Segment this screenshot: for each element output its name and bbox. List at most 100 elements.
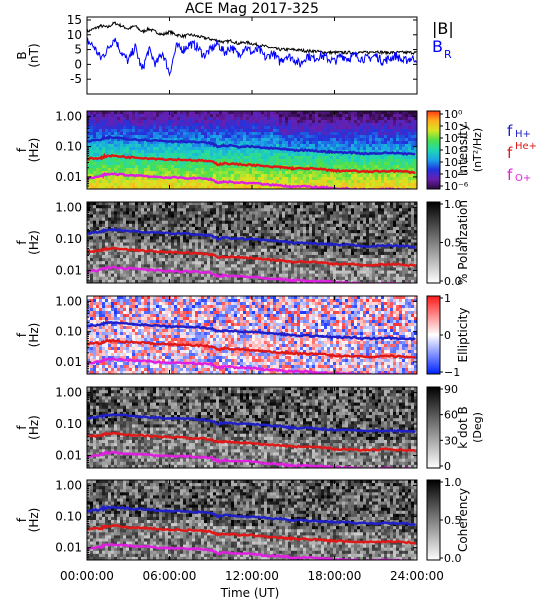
- heatmap-cell: [123, 261, 127, 265]
- heatmap-cell: [279, 144, 283, 148]
- heatmap-cell: [111, 248, 115, 253]
- heatmap-cell: [228, 267, 232, 271]
- heatmap-cell: [150, 220, 154, 225]
- heatmap-cell: [120, 223, 124, 228]
- heatmap-cell: [105, 153, 109, 157]
- heatmap-cell: [180, 156, 184, 160]
- heatmap-cell: [378, 126, 382, 130]
- heatmap-cell: [345, 126, 349, 130]
- heatmap-cell: [261, 205, 265, 209]
- heatmap-cell: [258, 180, 262, 184]
- heatmap-cell: [243, 141, 247, 145]
- heatmap-cell: [171, 264, 175, 268]
- heatmap-cell: [315, 251, 319, 256]
- heatmap-cell: [90, 174, 94, 178]
- heatmap-cell: [318, 132, 322, 136]
- heatmap-cell: [279, 171, 283, 175]
- heatmap-cell: [102, 171, 106, 175]
- heatmap-cell: [285, 144, 289, 148]
- heatmap-cell: [114, 273, 118, 278]
- heatmap-cell: [375, 186, 379, 189]
- heatmap-cell: [90, 162, 94, 166]
- heatmap-cell: [105, 236, 109, 240]
- heatmap-cell: [135, 147, 139, 151]
- heatmap-cell: [261, 162, 265, 166]
- heatmap-cell: [198, 171, 202, 175]
- heatmap-cell: [303, 150, 307, 154]
- heatmap-cell: [369, 174, 373, 178]
- heatmap-cell: [147, 217, 151, 222]
- heatmap-cell: [234, 120, 238, 124]
- heatmap-cell: [189, 276, 193, 281]
- heatmap-cell: [234, 217, 238, 222]
- heatmap-cell: [159, 205, 163, 209]
- heatmap-cell: [336, 174, 340, 178]
- heatmap-cell: [216, 248, 220, 253]
- heatmap-cell: [291, 251, 295, 256]
- heatmap-cell: [273, 202, 277, 206]
- heatmap-cell: [93, 165, 97, 169]
- heatmap-cell: [186, 267, 190, 271]
- heatmap-cell: [324, 144, 328, 148]
- heatmap-cell: [219, 114, 223, 118]
- heatmap-cell: [192, 258, 196, 262]
- heatmap-cell: [213, 202, 217, 206]
- heatmap-cell: [249, 273, 253, 278]
- heatmap-cell: [339, 117, 343, 121]
- heatmap-cell: [231, 230, 235, 234]
- heatmap-cell: [381, 138, 385, 142]
- heatmap-cell: [162, 248, 166, 253]
- heatmap-cell: [120, 254, 124, 259]
- heatmap-cell: [165, 174, 169, 178]
- heatmap-cell: [177, 168, 181, 172]
- heatmap-cell: [291, 267, 295, 271]
- heatmap-cell: [327, 171, 331, 175]
- heatmap-cell: [273, 220, 277, 225]
- heatmap-cell: [270, 135, 274, 139]
- heatmap-cell: [414, 144, 417, 148]
- heatmap-cell: [327, 156, 331, 160]
- heatmap-cell: [375, 141, 379, 145]
- heatmap-cell: [108, 239, 112, 243]
- heatmap-cell: [135, 153, 139, 157]
- heatmap-cell: [150, 162, 154, 166]
- heatmap-cell: [414, 141, 417, 145]
- heatmap-cell: [120, 180, 124, 184]
- heatmap-cell: [195, 150, 199, 154]
- heatmap-cell: [234, 242, 238, 247]
- heatmap-cell: [234, 141, 238, 145]
- heatmap-cell: [288, 180, 292, 184]
- heatmap-cell: [357, 177, 361, 181]
- heatmap-cell: [216, 261, 220, 265]
- heatmap-cell: [171, 236, 175, 240]
- heatmap-cell: [225, 239, 229, 243]
- heatmap-cell: [270, 267, 274, 271]
- heatmap-cell: [375, 123, 379, 127]
- heatmap-cell: [147, 147, 151, 151]
- heatmap-cell: [381, 132, 385, 136]
- heatmap-cell: [87, 245, 91, 250]
- heatmap-cell: [138, 162, 142, 166]
- heatmap-cell: [345, 120, 349, 124]
- heatmap-cell: [288, 174, 292, 178]
- heatmap-cell: [276, 223, 280, 228]
- heatmap-cell: [288, 171, 292, 175]
- heatmap-cell: [132, 135, 136, 139]
- heatmap-cell: [192, 267, 196, 271]
- heatmap-cell: [99, 223, 103, 228]
- heatmap-cell: [330, 162, 334, 166]
- heatmap-cell: [183, 258, 187, 262]
- heatmap-cell: [195, 239, 199, 243]
- heatmap-cell: [210, 258, 214, 262]
- heatmap-cell: [351, 183, 355, 187]
- heatmap-cell: [258, 123, 262, 127]
- heatmap-cell: [207, 135, 211, 139]
- heatmap-cell: [273, 270, 277, 275]
- heatmap-cell: [300, 276, 304, 281]
- heatmap-cell: [291, 159, 295, 163]
- heatmap-cell: [279, 174, 283, 178]
- heatmap-cell: [276, 171, 280, 175]
- heatmap-cell: [246, 276, 250, 281]
- heatmap-cell: [273, 132, 277, 136]
- heatmap-cell: [162, 186, 166, 189]
